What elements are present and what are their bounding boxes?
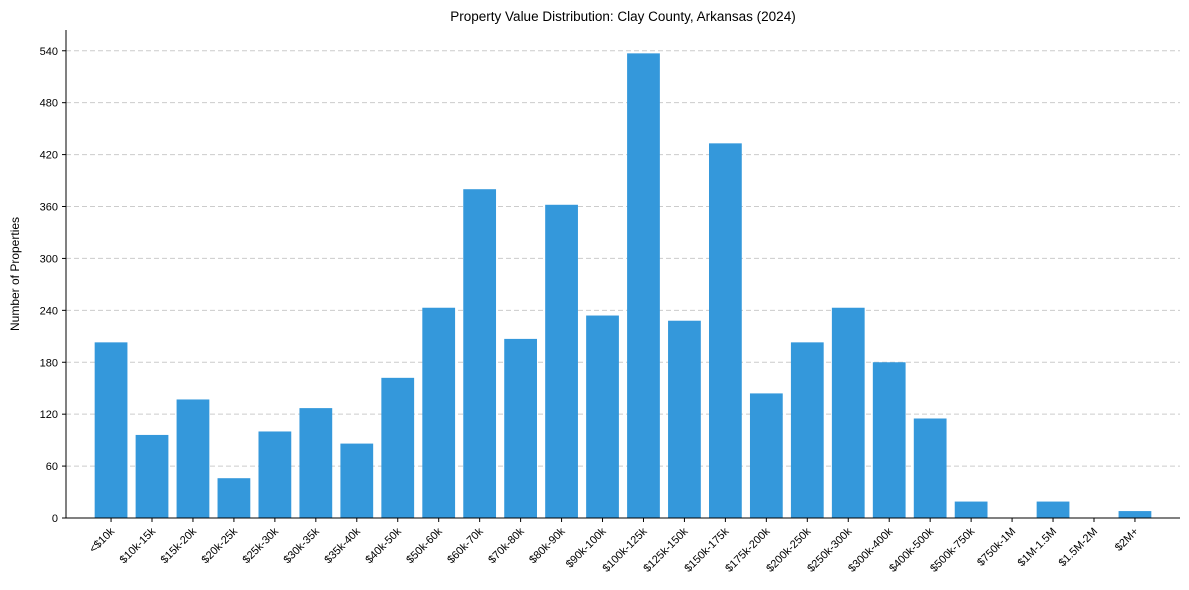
bars [94,53,1152,519]
x-tick-label: $750k-1M [975,526,1018,569]
bar [545,204,578,518]
y-tick-label: 420 [40,150,58,162]
x-tick-label: $80k-90k [527,525,568,566]
bar [913,418,947,518]
bar [135,434,169,518]
y-tick-label: 540 [40,46,58,58]
x-tick-label: $40k-50k [363,525,404,566]
bar [463,189,497,518]
bar [709,143,742,518]
x-tick-label: $2M+ [1113,526,1141,554]
bar [217,478,251,518]
x-tick-label: $1M-1.5M [1016,526,1060,570]
bar [381,377,415,518]
bar [1036,501,1070,518]
x-tick-label: $15k-20k [159,525,200,566]
x-tick-label: $20k-25k [200,525,241,566]
x-ticks: <$10k $10k-15k $15k-20k $20k-25k $25k-30k $30… [87,518,1141,575]
x-tick-label: <$10k [87,525,117,555]
bar [176,399,210,518]
x-tick-label: $1.5M-2M [1057,526,1101,570]
x-tick-label: $10k-15k [118,525,159,566]
y-tick-label: 180 [40,357,58,369]
x-tick-label: $70k-80k [486,525,527,566]
bar [954,501,988,518]
y-tick-label: 300 [40,253,58,265]
grid-lines [66,50,1180,467]
bar [299,408,333,518]
bar [94,342,128,518]
x-tick-label: $60k-70k [445,525,486,566]
bar [586,315,619,518]
y-tick-label: 0 [52,513,58,525]
bar [749,393,783,518]
bar [340,443,374,518]
y-tick-label: 480 [40,98,58,110]
bar [668,320,701,518]
y-axis-title: Number of Properties [8,217,22,331]
x-tick-label: $50k-60k [404,525,445,566]
bar [627,53,660,519]
bar [504,338,537,518]
x-tick-label: $500k-750k [928,525,977,574]
x-tick-label: $25k-30k [241,525,282,566]
bar [1118,511,1152,518]
y-ticks: 0 60 120 180 240 300 360 420 480 540 [40,46,66,525]
bar [831,307,865,518]
axes [65,30,1180,519]
y-tick-label: 120 [40,409,58,421]
chart-title: Property Value Distribution: Clay County… [450,9,795,24]
bar [872,362,906,518]
y-tick-label: 360 [40,202,58,214]
bar [790,342,824,518]
y-tick-label: 60 [46,461,58,473]
bar [422,307,456,518]
y-tick-label: 240 [40,305,58,317]
x-tick-label: $30k-35k [281,525,322,566]
bar [258,431,292,518]
x-tick-label: $35k-40k [322,525,363,566]
